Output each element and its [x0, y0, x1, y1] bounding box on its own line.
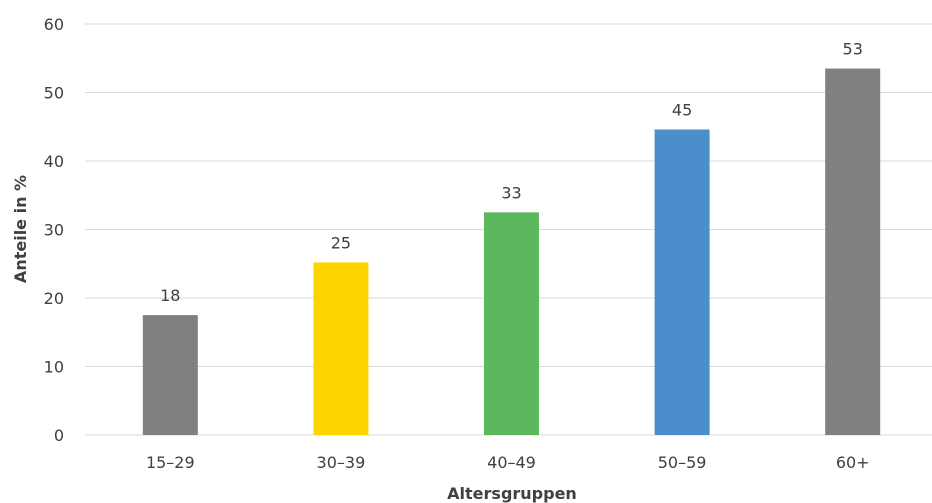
y-tick-label: 50	[44, 84, 64, 103]
data-label: 45	[672, 100, 692, 119]
bar-60+	[825, 68, 881, 436]
y-tick-label: 30	[44, 221, 64, 240]
y-tick-label: 40	[44, 152, 64, 171]
y-axis-ticks: 0 10 20 30 40 50 60	[44, 15, 64, 445]
bar-15–29	[142, 315, 198, 435]
bar-30–39	[313, 262, 369, 435]
y-tick-label: 0	[54, 426, 64, 445]
bar-50–59	[654, 129, 710, 436]
data-label: 53	[843, 40, 863, 59]
y-tick-label: 60	[44, 15, 64, 34]
x-tick-label: 30–39	[317, 453, 366, 472]
data-label: 18	[160, 286, 180, 305]
y-axis-title: Anteile in %	[11, 175, 30, 283]
bars	[142, 68, 881, 436]
bar-40–49	[484, 212, 539, 435]
y-tick-label: 10	[44, 358, 64, 377]
data-label: 25	[331, 233, 351, 252]
y-tick-label: 20	[44, 289, 64, 308]
x-tick-label: 50–59	[658, 453, 707, 472]
data-labels: 18 25 33 45 53	[160, 40, 863, 306]
x-axis-title: Altersgruppen	[447, 484, 577, 503]
data-label: 33	[501, 183, 521, 202]
x-tick-label: 40–49	[487, 453, 536, 472]
x-axis-ticks: 15–29 30–39 40–49 50–59 60+	[146, 453, 870, 472]
x-tick-label: 15–29	[146, 453, 195, 472]
x-tick-label: 60+	[836, 453, 870, 472]
